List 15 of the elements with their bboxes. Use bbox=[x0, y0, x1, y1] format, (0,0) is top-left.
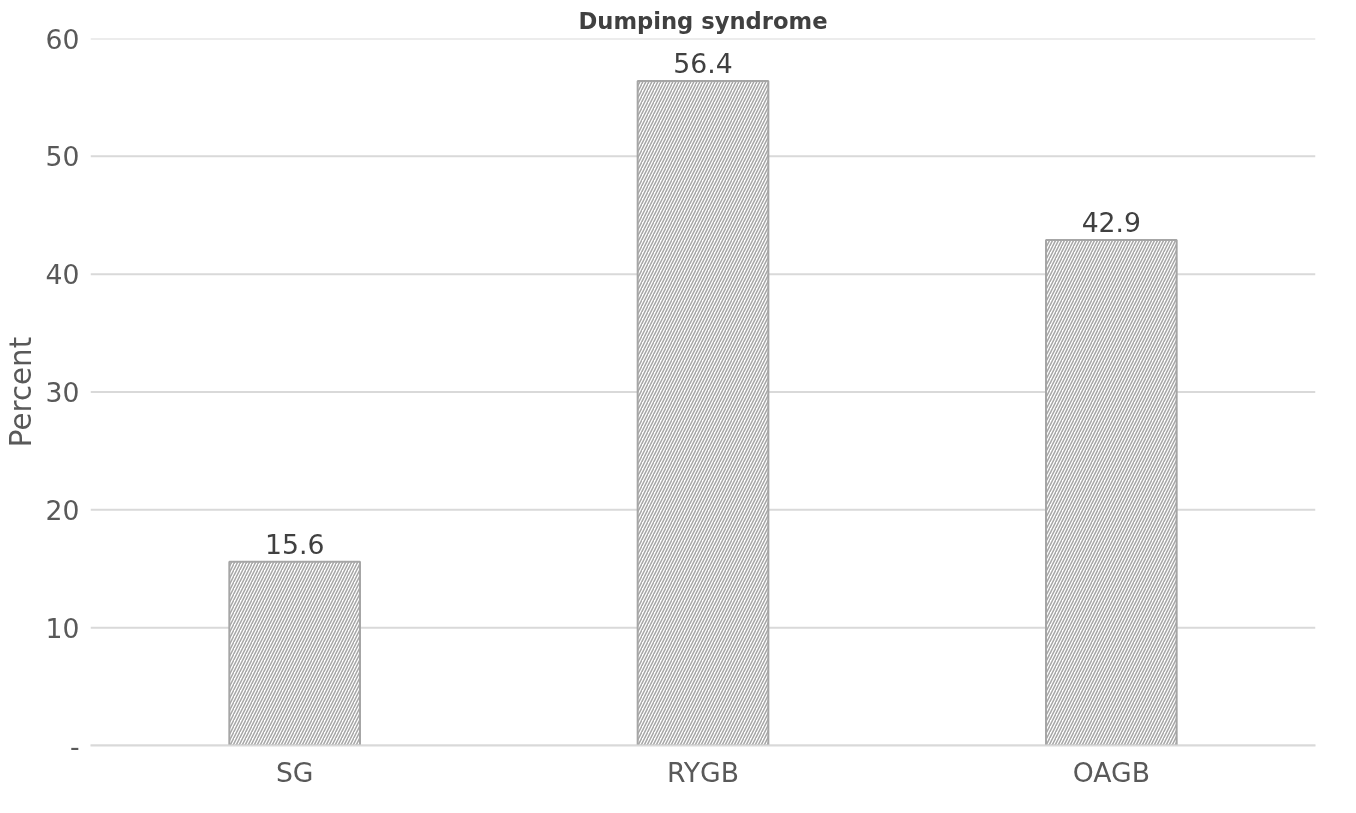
data-label: 42.9 bbox=[1081, 206, 1142, 238]
chart-title: Dumping syndrome bbox=[578, 7, 828, 34]
data-label: 56.4 bbox=[673, 47, 733, 79]
y-tick-label: 30 bbox=[45, 377, 80, 408]
y-tick-label: 40 bbox=[45, 259, 80, 291]
data-label: 15.6 bbox=[264, 528, 325, 560]
x-tick-label: RYGB bbox=[666, 756, 740, 788]
y-tick-label: - bbox=[69, 730, 80, 762]
x-tick-label: SG bbox=[275, 756, 314, 788]
x-tick-label: OAGB bbox=[1072, 756, 1150, 788]
y-tick-label: 60 bbox=[45, 23, 80, 55]
y-tick-label: 20 bbox=[45, 494, 80, 526]
y-tick-label: 10 bbox=[45, 612, 80, 644]
y-axis-title: Percent bbox=[3, 336, 38, 448]
y-tick-label: 50 bbox=[45, 141, 80, 173]
